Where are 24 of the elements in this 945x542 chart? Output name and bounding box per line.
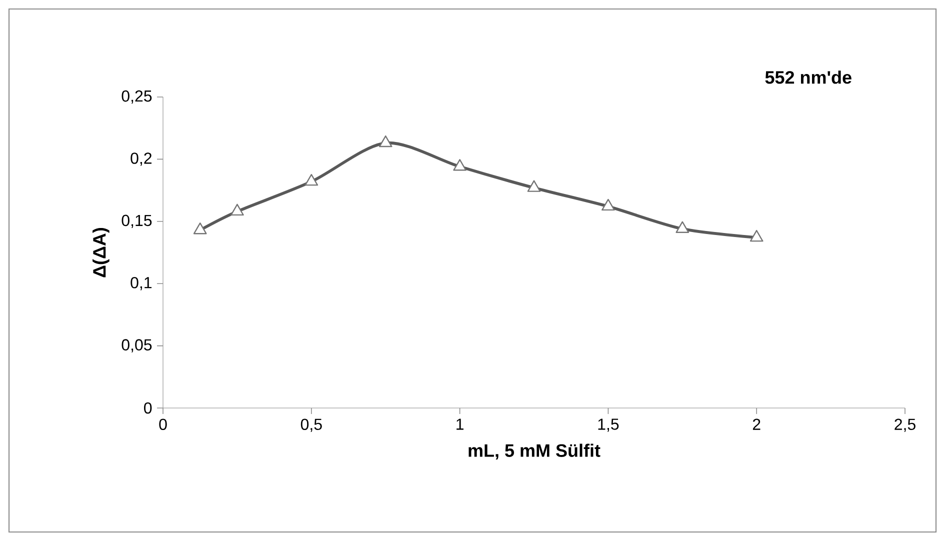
x-tick-label: 2,5	[894, 418, 916, 432]
point	[193, 222, 207, 234]
y-tick-label: 0	[144, 402, 152, 414]
x-tick-label: 0,5	[300, 418, 322, 432]
point	[304, 174, 318, 186]
point	[230, 204, 244, 216]
y-tick-label: 0,25	[122, 90, 152, 104]
text: 552 nm'de	[765, 70, 852, 84]
point	[378, 135, 392, 148]
x-tick-label: 0	[159, 418, 167, 430]
point	[453, 159, 466, 171]
x-tick-label: 2	[752, 418, 760, 430]
point	[602, 198, 615, 211]
point	[527, 180, 541, 192]
x-tick-label: 1,5	[598, 418, 619, 432]
y-tick-label: 0,15	[122, 214, 152, 228]
point	[750, 230, 764, 242]
x-axis-title: mL, 5 mM Sülfit	[468, 444, 600, 460]
y-axis-title: Δ(ΔA)	[92, 228, 110, 278]
y-tick-label: 0,2	[130, 152, 152, 166]
point	[676, 221, 690, 233]
x-tick-label: 1	[456, 418, 464, 430]
y-tick-label: 0,1	[130, 276, 152, 290]
y-tick-label: 0,05	[122, 339, 152, 352]
